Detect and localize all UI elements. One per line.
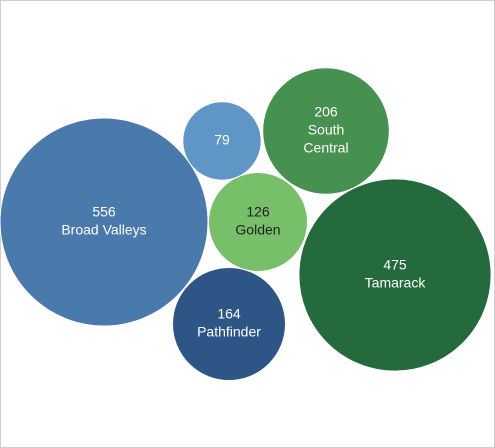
bubbles-layer: 556 Broad Valleys 79 206 South Central 126 Gold… — [0, 67, 492, 381]
bubble-south-central[interactable] — [262, 67, 390, 195]
bubble-category-label: South — [308, 122, 345, 138]
bubble-category-label: Pathfinder — [197, 324, 261, 340]
bubble-tamarack[interactable] — [298, 178, 492, 372]
bubble-value-label: 556 — [92, 204, 116, 220]
bubble-category-label: Broad Valleys — [61, 222, 146, 238]
bubble-bubble-79[interactable] — [182, 101, 262, 181]
bubble-value-label: 79 — [214, 132, 230, 148]
bubble-value-label: 206 — [314, 104, 338, 120]
bubble-value-label: 126 — [246, 204, 270, 220]
bubble-pathfinder[interactable] — [172, 267, 286, 381]
bubble-value-label: 475 — [383, 257, 407, 273]
bubble-category-label: Tamarack — [365, 275, 427, 291]
bubble-category-label: Golden — [235, 222, 280, 238]
bubble-golden[interactable] — [208, 172, 308, 272]
bubble-category-label: Central — [303, 140, 348, 156]
bubble-value-label: 164 — [217, 306, 241, 322]
